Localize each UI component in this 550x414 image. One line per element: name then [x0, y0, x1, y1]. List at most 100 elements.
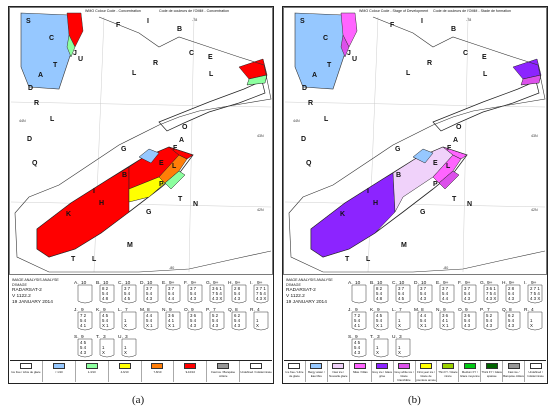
egg-total-concentration: 9 — [465, 307, 468, 313]
egg-label: H. — [502, 280, 507, 286]
egg-row: 5 2 — [486, 313, 493, 318]
egg-label: C. — [118, 280, 123, 286]
egg-row: 4 3 — [146, 296, 153, 301]
egg-row: 4 1 — [168, 318, 175, 323]
region-label: T — [53, 62, 58, 69]
egg-code: H. 9+2 85 44 3 — [228, 280, 247, 304]
egg-outline — [527, 311, 543, 331]
egg-outline — [395, 311, 411, 331]
legend-swatch — [85, 363, 98, 369]
egg-row: 4 8 — [376, 296, 383, 301]
region-label: T — [327, 62, 332, 69]
legend-item: Thin FY / Glace mince — [437, 361, 460, 382]
egg-row: 5 4 — [212, 318, 219, 323]
egg-row: X — [124, 323, 127, 328]
legend-item: < 1/10 — [43, 361, 76, 382]
analysis-stamp: IMAGE ANALYSIS ANALYSE D'IMAGE RADARSAT-… — [286, 278, 333, 305]
egg-label: Q. — [228, 307, 233, 313]
egg-code: Q. 86 25 44 3 — [502, 307, 521, 331]
region-label: N — [193, 201, 198, 208]
egg-row: 5 4 — [102, 291, 109, 296]
region-label: G — [395, 146, 401, 153]
egg-row: 5 4 — [80, 345, 87, 350]
egg-row: 4 1 — [80, 323, 87, 328]
colour-legend: Ice free / Libre de glace Bergy water / E… — [284, 360, 546, 382]
egg-outline — [165, 284, 181, 304]
egg-row: 5 4 — [124, 291, 131, 296]
egg-row: 4 3 — [234, 296, 241, 301]
egg-row: 3 7 — [124, 286, 131, 291]
egg-row: 7 5 4 — [486, 291, 496, 296]
region-label: J — [347, 50, 351, 57]
region-label: B — [177, 26, 182, 33]
egg-outline — [77, 284, 93, 304]
legend-swatch — [52, 363, 65, 369]
egg-row: 3 7 — [464, 286, 471, 291]
region-label: M — [401, 242, 407, 249]
egg-total-concentration: 8 — [235, 307, 238, 313]
egg-row: 5 4 — [420, 291, 427, 296]
egg-row: 7 2 — [354, 313, 361, 318]
legend-item: 4-6/10 — [109, 361, 142, 382]
egg-code: S. 94 55 44 3 — [348, 334, 367, 358]
egg-outline — [373, 338, 389, 358]
egg-total-concentration: 9+ — [465, 280, 471, 286]
egg-label: T. — [370, 334, 374, 340]
egg-code: N. 93 64 1X 1 — [162, 307, 181, 331]
egg-total-concentration: 10 — [147, 280, 153, 286]
region-label: L — [132, 70, 137, 77]
egg-row: 5 4 — [190, 318, 197, 323]
egg-row: 5 4 — [234, 291, 241, 296]
egg-row: 4 8 — [102, 296, 109, 301]
egg-outline — [99, 311, 115, 331]
egg-row: 5 4 — [508, 291, 515, 296]
egg-outline — [121, 311, 137, 331]
egg-label: H. — [228, 280, 233, 286]
legend-label: Ice free / Libre de glace — [285, 370, 304, 378]
egg-row: X 1 — [102, 323, 109, 328]
egg-total-concentration: 3 — [125, 334, 128, 340]
egg-row: 5 4 — [486, 318, 493, 323]
egg-code: J. 97 25 44 1 — [348, 307, 367, 331]
legend-item: New ice / Nouvelle glace — [328, 361, 350, 382]
egg-row: 6 2 — [508, 313, 515, 318]
region-label: P — [433, 181, 438, 188]
egg-code: M. 84 45 4X 1 — [140, 307, 159, 331]
panel-title-en: WMO Colour Code - Stage of Development — [359, 9, 429, 13]
region-label: L — [446, 163, 451, 170]
legend-label: New ice / Nouvelle glace — [329, 370, 348, 378]
legend-swatch — [354, 363, 367, 369]
legend-label: Thick FY / Glace épaisse — [481, 370, 503, 378]
egg-row: 3 6 1 — [212, 286, 222, 291]
map-panel-stage: WMO Colour Code - Stage of Development C… — [282, 6, 548, 384]
egg-total-concentration: 9 — [81, 307, 84, 313]
region-label: T — [452, 196, 457, 203]
region-label: L — [406, 70, 411, 77]
egg-total-concentration: 10 — [103, 280, 109, 286]
egg-total-concentration: 4 — [257, 307, 260, 313]
region-label: T — [71, 256, 76, 263]
region-label: D — [28, 85, 33, 92]
region-label: M — [127, 242, 133, 249]
egg-total-concentration: 9 — [377, 307, 380, 313]
egg-outline — [527, 284, 543, 304]
egg-total-concentration: 9 — [355, 307, 358, 313]
legend-item: Grey-white ice / Glace blanchâtre — [394, 361, 416, 382]
egg-label: O. — [458, 307, 463, 313]
egg-row: 4 5 — [376, 313, 383, 318]
lake-ontario — [432, 80, 540, 132]
region-label: F — [173, 145, 178, 152]
legend-label: 4-6/10 — [120, 370, 129, 374]
grid-line — [188, 16, 195, 273]
region-label: A — [312, 72, 317, 79]
legend-label: Nilas / Nilas — [352, 370, 368, 374]
analysis-stamp: IMAGE ANALYSIS ANALYSE D'IMAGE RADARSAT-… — [12, 278, 59, 305]
egg-row: 2 8 — [508, 286, 515, 291]
egg-outline — [231, 284, 247, 304]
egg-row: 1 — [256, 318, 259, 323]
grid-line — [462, 16, 469, 273]
coordinate-label: 43N — [531, 134, 538, 138]
egg-row: 5 4 — [146, 291, 153, 296]
egg-outline — [373, 311, 389, 331]
region-label: T — [178, 196, 183, 203]
